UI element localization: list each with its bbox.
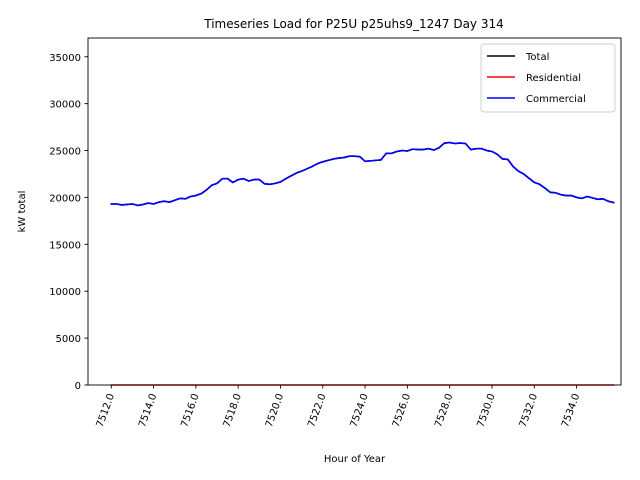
plot-frame <box>87 37 622 386</box>
y-axis-title: kW total <box>17 191 28 233</box>
legend-label-total: Total <box>525 52 549 63</box>
x-axis-title: Hour of Year <box>324 454 386 465</box>
y-tick-label: 15000 <box>49 240 81 251</box>
x-axis-ticks: 7512.0 7514.0 7516.0 7518.0 7520.0 7522.0 7524… <box>95 385 582 429</box>
chart-title: Timeseries Load for P25U p25uhs9_1247 Da… <box>203 17 504 31</box>
y-tick-label: 0 <box>75 381 81 392</box>
y-tick-label: 35000 <box>49 53 81 64</box>
y-tick-label: 25000 <box>49 147 81 158</box>
y-axis-ticks: 0 5000 10000 15000 20000 25000 30000 35000 <box>49 53 88 392</box>
series-line-commercial <box>110 141 615 207</box>
y-tick-label: 20000 <box>49 193 81 204</box>
legend-box <box>480 43 616 113</box>
legend-label-commercial: Commercial <box>526 94 586 105</box>
y-tick-label: 10000 <box>49 287 81 298</box>
legend: Total Residential Commercial <box>480 43 616 113</box>
legend-label-residential: Residential <box>526 73 581 84</box>
y-tick-label: 5000 <box>56 334 81 345</box>
y-tick-label: 30000 <box>49 100 81 111</box>
